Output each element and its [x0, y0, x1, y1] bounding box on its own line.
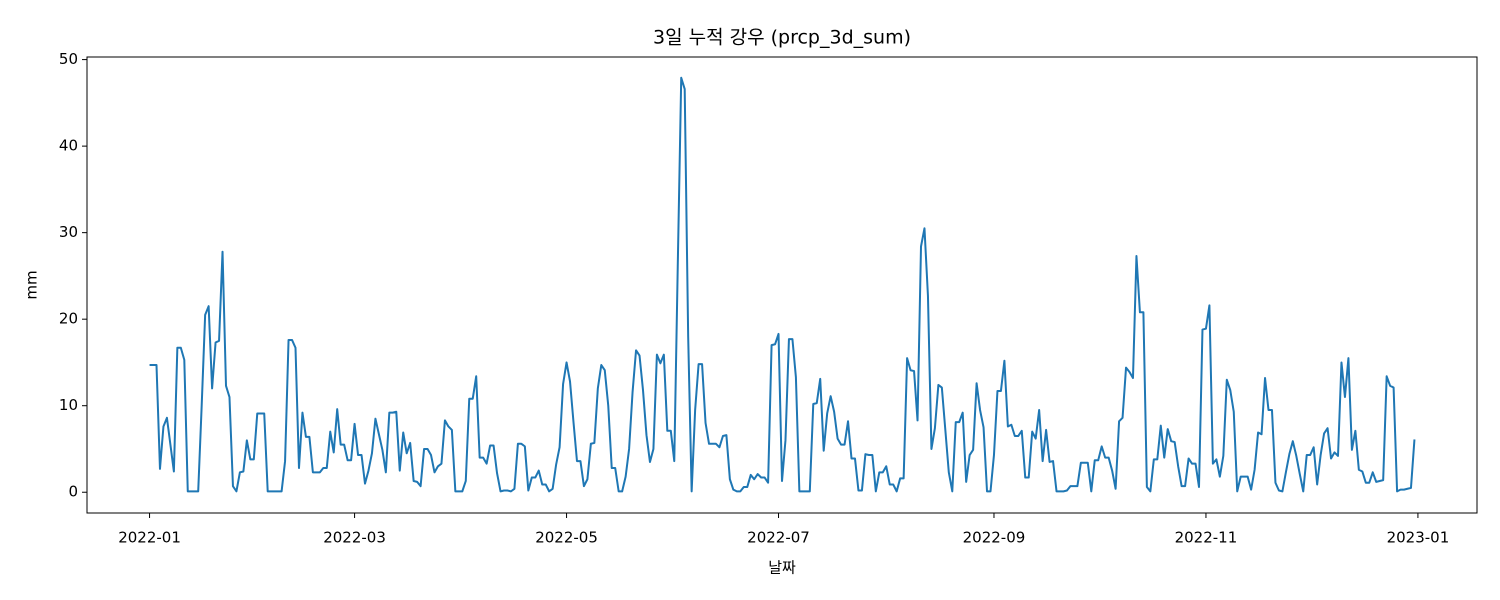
chart-title: 3일 누적 강우 (prcp_3d_sum) [653, 27, 911, 49]
x-tick-label: 2023-01 [1387, 529, 1450, 547]
x-tick-label: 2022-09 [963, 529, 1026, 547]
x-tick-label: 2022-01 [118, 529, 181, 547]
x-tick-label: 2022-05 [535, 529, 598, 547]
y-tick-label: 20 [59, 310, 78, 328]
y-tick-label: 30 [59, 223, 78, 241]
y-tick-label: 40 [59, 137, 78, 155]
y-tick-label: 10 [59, 396, 78, 414]
y-axis-label: mm [23, 270, 41, 299]
x-tick-label: 2022-11 [1175, 529, 1238, 547]
y-tick-label: 0 [68, 483, 78, 501]
x-axis-label: 날짜 [768, 559, 796, 577]
data-line [149, 76, 1416, 493]
y-tick-label: 50 [59, 50, 78, 68]
x-tick-label: 2022-03 [323, 529, 386, 547]
x-tick-label: 2022-07 [747, 529, 810, 547]
plot-frame [86, 56, 1478, 514]
